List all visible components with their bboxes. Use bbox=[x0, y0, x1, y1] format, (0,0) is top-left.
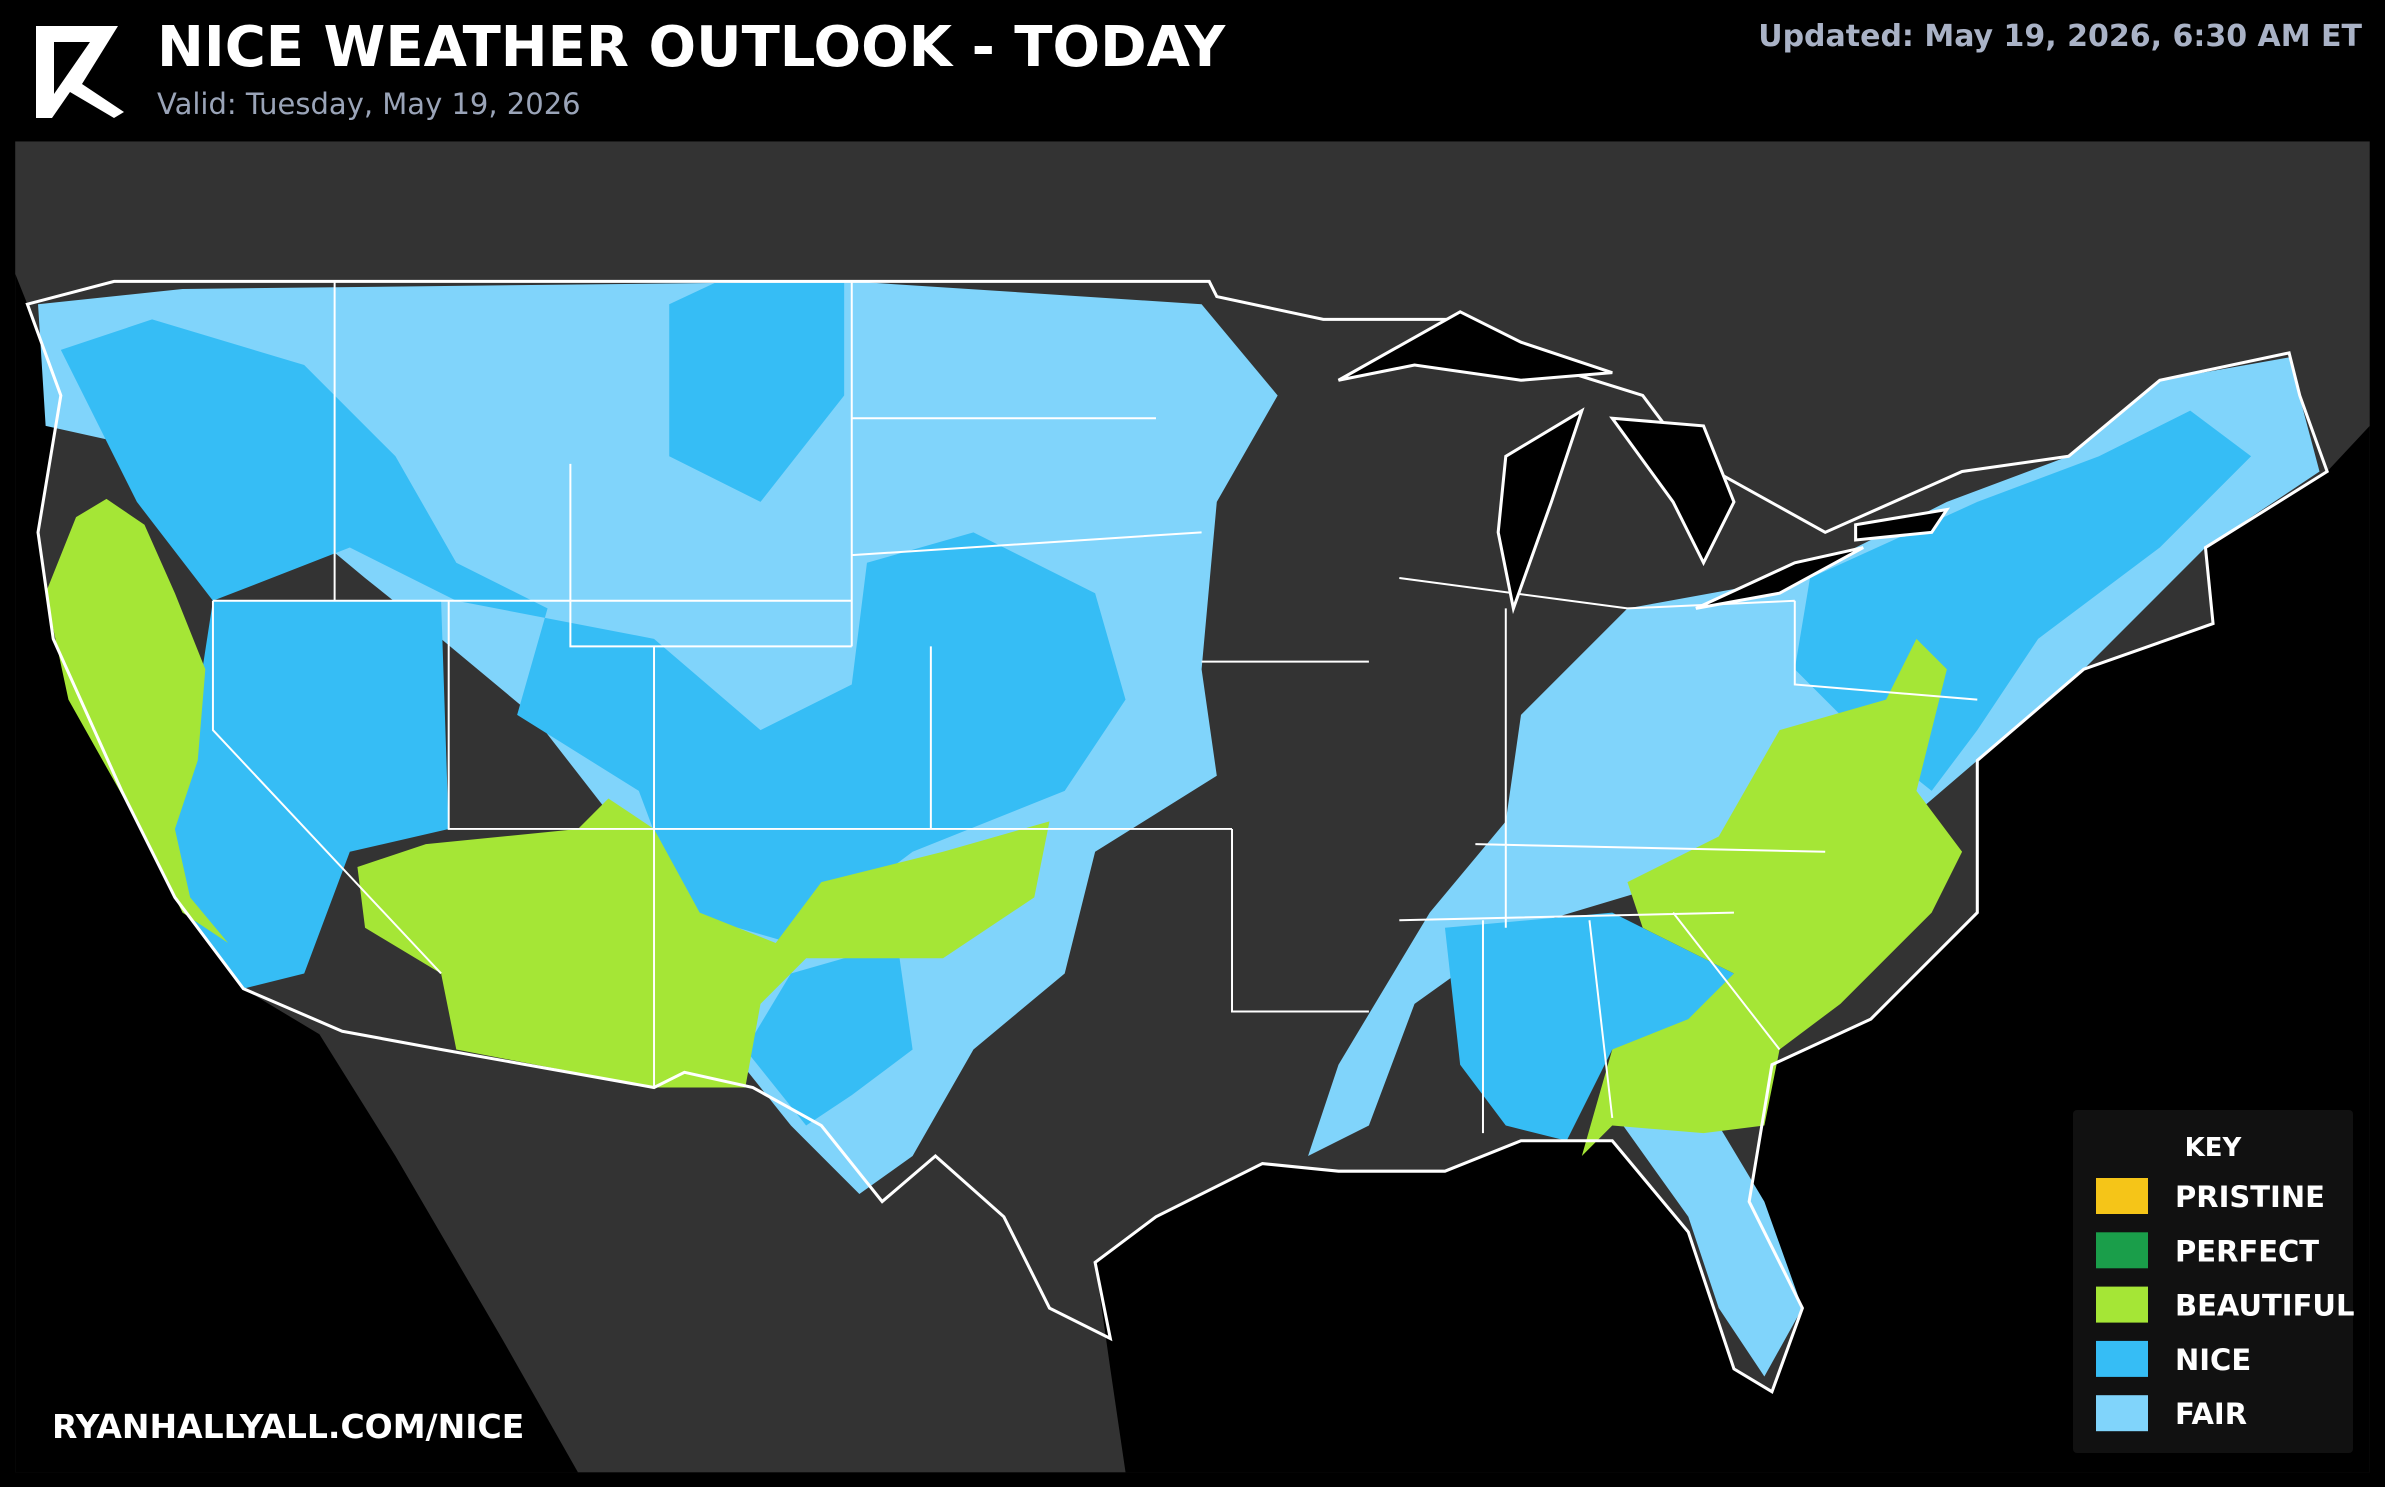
nice-region bbox=[669, 282, 845, 502]
legend-swatch bbox=[2096, 1178, 2148, 1214]
beautiful-region bbox=[1581, 638, 1963, 1156]
nice-region bbox=[60, 319, 1126, 944]
legend-label: PERFECT bbox=[2175, 1234, 2319, 1268]
legend-label: FAIR bbox=[2175, 1397, 2247, 1431]
legend-swatch bbox=[2096, 1286, 2148, 1323]
legend-label: NICE bbox=[2175, 1343, 2251, 1377]
nice-region bbox=[136, 600, 449, 989]
title: NICE WEATHER OUTLOOK - TODAY bbox=[157, 15, 1227, 80]
legend-swatch bbox=[2096, 1232, 2148, 1269]
valid-date: Valid: Tuesday, May 19, 2026 bbox=[157, 87, 581, 121]
legend-swatch bbox=[2096, 1340, 2148, 1377]
logo bbox=[36, 26, 124, 118]
nice-region bbox=[745, 943, 913, 1126]
state-borders bbox=[211, 281, 1978, 1134]
beautiful-region bbox=[357, 798, 1050, 1088]
fair-region bbox=[1612, 1110, 1803, 1377]
beautiful-region bbox=[45, 498, 229, 944]
footer-url: RYANHALLYALL.COM/NICE bbox=[52, 1407, 524, 1446]
legend-swatch bbox=[2096, 1395, 2148, 1432]
legend: KEY PRISTINE PERFECT BEAUTIFUL NICE FAIR bbox=[2073, 1110, 2354, 1453]
legend-label: PRISTINE bbox=[2175, 1180, 2325, 1214]
atlantic-gulf bbox=[1095, 425, 2370, 1473]
great-lakes bbox=[1337, 310, 1951, 615]
legend-title: KEY bbox=[2185, 1133, 2243, 1163]
us-border bbox=[25, 279, 2329, 1394]
legend-label: BEAUTIFUL bbox=[2175, 1289, 2354, 1323]
updated-time: Updated: May 19, 2026, 6:30 AM ET bbox=[1758, 19, 2362, 54]
map bbox=[15, 141, 2370, 1473]
nice-region bbox=[1444, 912, 1780, 1141]
pacific-ocean bbox=[15, 273, 578, 1473]
